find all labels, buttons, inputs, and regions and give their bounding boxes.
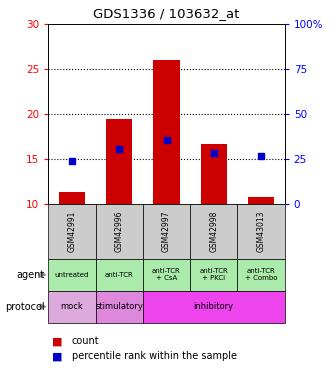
Bar [143, 259, 190, 291]
Bar [201, 144, 227, 204]
Text: ■: ■ [52, 336, 62, 346]
Bar [190, 204, 237, 259]
Text: GSM42991: GSM42991 [67, 211, 77, 252]
Text: GSM42998: GSM42998 [209, 211, 218, 252]
Bar [237, 204, 285, 259]
Bar [106, 119, 132, 204]
Text: mock: mock [61, 302, 83, 311]
Bar [154, 60, 179, 204]
Bar [59, 192, 85, 204]
Title: GDS1336 / 103632_at: GDS1336 / 103632_at [93, 8, 240, 20]
Bar [96, 259, 143, 291]
Bar [143, 291, 285, 322]
Bar [48, 291, 96, 322]
Text: anti-TCR: anti-TCR [105, 272, 134, 278]
Text: stimulatory: stimulatory [95, 302, 143, 311]
Bar [248, 197, 274, 204]
Text: anti-TCR
+ CsA: anti-TCR + CsA [152, 268, 181, 281]
Text: anti-TCR
+ PKCi: anti-TCR + PKCi [199, 268, 228, 281]
Text: percentile rank within the sample: percentile rank within the sample [72, 351, 236, 361]
Bar [48, 259, 96, 291]
Text: protocol: protocol [5, 302, 45, 312]
Text: GSM43013: GSM43013 [256, 211, 266, 252]
Bar [143, 204, 190, 259]
Text: count: count [72, 336, 99, 346]
Text: agent: agent [17, 270, 45, 280]
Text: inhibitory: inhibitory [194, 302, 234, 311]
Bar [96, 204, 143, 259]
Text: GSM42996: GSM42996 [115, 211, 124, 252]
Bar [190, 259, 237, 291]
Text: anti-TCR
+ Combo: anti-TCR + Combo [245, 268, 277, 281]
Text: ■: ■ [52, 351, 62, 361]
Bar [48, 204, 96, 259]
Bar [237, 259, 285, 291]
Bar [96, 291, 143, 322]
Text: GSM42997: GSM42997 [162, 211, 171, 252]
Text: untreated: untreated [55, 272, 89, 278]
